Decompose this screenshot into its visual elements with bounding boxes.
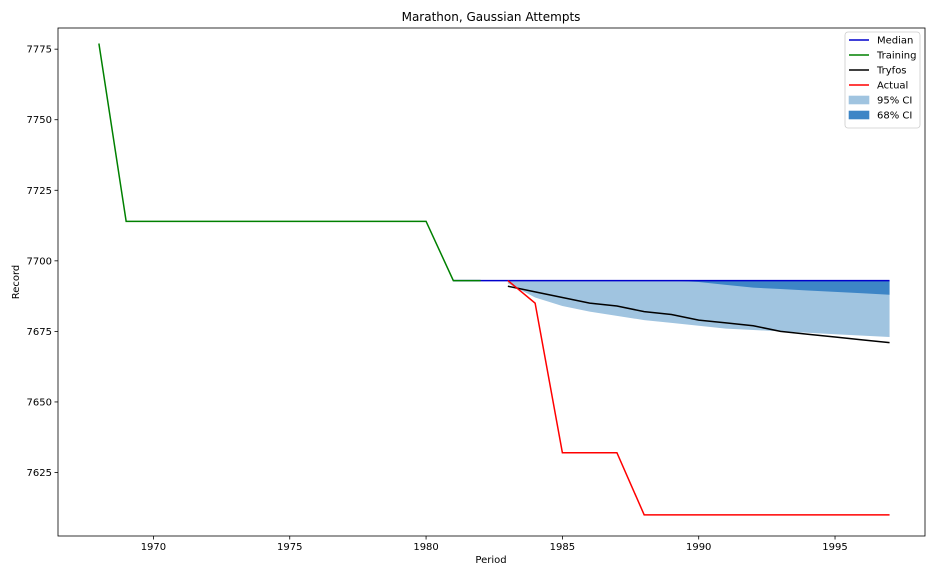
series-line-actual — [507, 280, 890, 516]
x-tick-label: 1985 — [550, 542, 575, 553]
legend-label-95pct-ci: 95% CI — [877, 96, 912, 107]
band-95pct-ci — [507, 280, 890, 338]
series-line-training — [98, 43, 481, 282]
series-line-tryfos — [507, 285, 890, 344]
x-axis-label: Period — [475, 555, 506, 566]
x-tick-label: 1970 — [141, 542, 166, 553]
legend: Median Training Tryfos Actual 95% CI 68% CI — [844, 31, 921, 129]
y-tick-label: 7750 — [27, 115, 52, 126]
y-tick-label: 7725 — [27, 186, 52, 197]
x-tick-label: 1980 — [413, 542, 438, 553]
y-axis-label: Record — [11, 265, 22, 300]
y-tick-label: 7700 — [27, 256, 52, 267]
x-tick-label: 1995 — [822, 542, 847, 553]
legend-label-median: Median — [877, 36, 913, 47]
legend-swatch-95pct-ci — [848, 95, 870, 105]
y-tick-label: 7625 — [27, 468, 52, 479]
legend-label-tryfos: Tryfos — [876, 66, 907, 77]
plot-frame — [57, 27, 926, 537]
x-tick-label: 1990 — [686, 542, 711, 553]
legend-label-training: Training — [876, 51, 916, 62]
y-tick-label: 7675 — [27, 327, 52, 338]
chart-title: Marathon, Gaussian Attempts — [402, 10, 581, 24]
legend-label-68pct-ci: 68% CI — [877, 111, 912, 122]
legend-swatch-68pct-ci — [848, 110, 870, 120]
axes: 1970 1975 1980 1985 1990 1995 7625 7650 7675 7700… — [27, 27, 926, 553]
band-68pct-ci — [507, 280, 890, 295]
confidence-bands — [507, 280, 890, 338]
legend-label-actual: Actual — [877, 81, 908, 92]
series-lines — [98, 43, 890, 516]
y-tick-label: 7775 — [27, 45, 52, 56]
x-tick-label: 1975 — [277, 542, 302, 553]
y-tick-label: 7650 — [27, 397, 52, 408]
